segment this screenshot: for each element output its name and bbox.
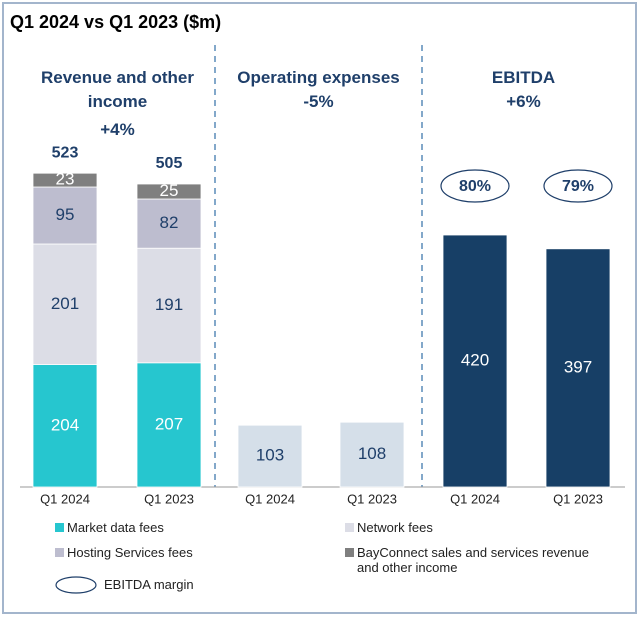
legend-label: Market data fees xyxy=(67,520,164,535)
bar-label: 191 xyxy=(155,295,183,314)
bar xyxy=(237,424,303,488)
bar-label: 25 xyxy=(160,181,179,200)
legend-label: EBITDA margin xyxy=(104,577,194,592)
panel-title: Operating expenses xyxy=(237,68,400,87)
bar-label: 23 xyxy=(56,170,75,189)
x-tick-label: Q1 2024 xyxy=(450,491,500,506)
bar xyxy=(545,248,611,488)
legend-swatch xyxy=(55,576,97,594)
page-title: Q1 2024 vs Q1 2023 ($m) xyxy=(10,12,222,32)
legend-swatch xyxy=(345,523,354,532)
bar-label: 95 xyxy=(56,205,75,224)
bar xyxy=(136,183,202,200)
panel-title: EBITDA xyxy=(491,68,556,87)
bar xyxy=(32,364,98,488)
margin-label: 80% xyxy=(459,178,491,195)
bar-label: 420 xyxy=(461,350,489,369)
legend-swatch xyxy=(55,548,64,557)
x-tick-label: Q1 2024 xyxy=(245,491,295,506)
legend-label: Hosting Services fees xyxy=(67,545,193,560)
bar xyxy=(136,247,202,364)
bar-label: 207 xyxy=(155,414,183,433)
margin-ellipse xyxy=(440,169,510,203)
bar-label: 201 xyxy=(51,294,79,313)
legend-label: Network fees xyxy=(357,520,433,535)
bar-label: 82 xyxy=(160,213,179,232)
panel-title: Revenue and other income xyxy=(40,68,195,111)
legend-swatch xyxy=(345,548,354,557)
legend-label: BayConnect sales and services revenue an… xyxy=(357,545,589,575)
bar-label: 397 xyxy=(564,357,592,376)
x-tick-label: Q1 2024 xyxy=(40,491,90,506)
margin-label: 79% xyxy=(562,178,594,195)
bar xyxy=(136,198,202,249)
bar xyxy=(32,243,98,365)
bar xyxy=(136,362,202,488)
margin-ellipse xyxy=(543,169,613,203)
panel-subtitle: -5% xyxy=(303,92,334,111)
total-label: 523 xyxy=(52,144,79,161)
bar-label: 108 xyxy=(358,444,386,463)
x-tick-label: Q1 2023 xyxy=(144,491,194,506)
bar-label: 103 xyxy=(256,446,284,465)
legend-swatch xyxy=(55,523,64,532)
bar xyxy=(32,172,98,188)
x-tick-label: Q1 2023 xyxy=(553,491,603,506)
panel-subtitle: +6% xyxy=(506,92,541,111)
bar xyxy=(442,234,508,488)
x-tick-label: Q1 2023 xyxy=(347,491,397,506)
bar-label: 204 xyxy=(51,415,79,434)
bar xyxy=(339,421,405,488)
panel-subtitle: +4% xyxy=(100,120,135,139)
total-label: 505 xyxy=(156,155,183,172)
